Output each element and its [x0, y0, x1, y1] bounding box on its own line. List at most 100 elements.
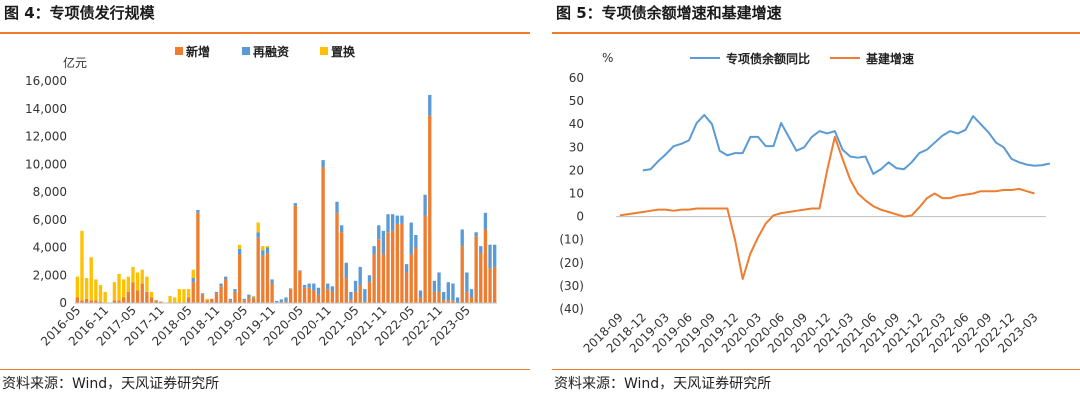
- infrastructure-growth-line: [619, 135, 1035, 280]
- bar-new: [224, 279, 228, 303]
- bar-new: [140, 283, 144, 303]
- bar-new: [349, 300, 353, 303]
- y-axis-unit: 亿元: [63, 55, 87, 70]
- bar-new: [493, 266, 497, 303]
- bar-new: [465, 291, 469, 303]
- bar-refinance: [451, 283, 455, 301]
- legend-swatch: [242, 47, 250, 55]
- bar-new: [488, 268, 492, 303]
- figure-4-panel: 图 4：专项债发行规模 0 2,000 4,000 6,000 8,000 10,000 1…: [0, 0, 530, 400]
- bar-refinance: [228, 298, 233, 301]
- bar-replacement: [135, 272, 140, 291]
- source-divider: [0, 369, 530, 370]
- bar-new: [256, 237, 260, 303]
- y-axis-unit: %: [602, 51, 613, 65]
- bar-new: [145, 291, 149, 303]
- bar-new: [395, 223, 399, 303]
- bar-refinance: [339, 225, 344, 233]
- bar-refinance: [377, 225, 381, 240]
- bar-refinance: [363, 289, 367, 302]
- bar-new: [442, 300, 446, 303]
- bar-refinance: [395, 215, 399, 224]
- legend-item: 新增: [175, 44, 210, 59]
- y-tick-label: 40: [569, 117, 584, 131]
- bar-new: [321, 167, 325, 303]
- bar-new: [335, 212, 339, 303]
- figure-5-panel: 图 5：专项债余额增速和基建增速 60 50 40 30 20 10 0 (10) (20) (3…: [552, 0, 1080, 400]
- bar-refinance: [423, 194, 427, 216]
- bar-new: [479, 253, 483, 303]
- bar-new: [344, 278, 348, 303]
- bar-new: [358, 284, 362, 303]
- bar-refinance: [381, 230, 386, 255]
- bar-new: [200, 294, 205, 303]
- bar-replacement: [75, 276, 79, 298]
- bar-refinance: [298, 270, 302, 272]
- figure-4-title: 图 4：专项债发行规模: [4, 4, 155, 22]
- y-tick-label: (20): [559, 256, 584, 270]
- bar-refinance: [242, 298, 246, 301]
- legend-item: 基建增速: [830, 51, 914, 66]
- bar-refinance: [237, 248, 242, 255]
- bar-replacement: [84, 278, 89, 299]
- bar-new: [126, 291, 130, 303]
- bar-replacement: [98, 284, 103, 302]
- bar-new: [131, 282, 135, 303]
- bar-refinance: [196, 210, 200, 213]
- bar-refinance: [428, 94, 432, 116]
- bar-new: [367, 282, 372, 303]
- bar-new: [196, 212, 200, 303]
- issuance-bar-chart: 0 2,000 4,000 6,000 8,000 10,000 12,000 14,000 1…: [25, 44, 497, 349]
- bar-refinance: [358, 266, 362, 285]
- bar-refinance: [261, 250, 265, 256]
- bar-replacement: [94, 279, 98, 301]
- bar-refinance: [455, 297, 460, 303]
- bar-replacement: [173, 297, 177, 303]
- bar-refinance: [307, 283, 311, 288]
- bar-refinance: [316, 287, 321, 295]
- y-tick-label: 0: [59, 296, 67, 310]
- bar-new: [186, 297, 191, 303]
- bar-new: [469, 297, 474, 303]
- bar-refinance: [474, 232, 478, 237]
- y-tick-label: 10: [569, 187, 584, 201]
- bar-refinance: [414, 235, 418, 248]
- bar-new: [149, 297, 154, 303]
- bar-refinance: [432, 280, 437, 292]
- bar-new: [418, 297, 423, 303]
- y-tick-label: 30: [569, 140, 584, 154]
- bar-new: [400, 223, 404, 303]
- bar-refinance: [279, 299, 284, 303]
- legend-label: 新增: [186, 44, 210, 59]
- bar-new: [228, 300, 233, 303]
- bar-new: [423, 215, 427, 303]
- bar-replacement: [126, 276, 130, 292]
- y-tick-label: 50: [569, 94, 584, 108]
- bar-refinance: [214, 291, 219, 294]
- source-note: 资料来源：Wind，天风证券研究所: [554, 376, 772, 392]
- y-tick-label: (30): [559, 279, 584, 293]
- bar-new: [219, 286, 223, 303]
- bar-refinance: [321, 160, 325, 168]
- bar-refinance: [344, 262, 348, 279]
- legend-item: 专项债余额同比: [690, 51, 810, 66]
- bar-replacement: [140, 269, 144, 284]
- bar-new: [80, 300, 84, 303]
- bar-replacement: [186, 289, 191, 298]
- growth-line-chart: 6050403020100(10)(20)(30)(40)%2018-09201…: [559, 51, 1051, 356]
- bar-replacement: [122, 279, 126, 298]
- bar-refinance: [442, 291, 446, 301]
- y-tick-label: 10,000: [25, 157, 67, 171]
- bar-refinance: [437, 272, 441, 292]
- bar-refinance: [404, 264, 409, 273]
- bar-new: [94, 300, 98, 303]
- y-tick-label: 14,000: [25, 102, 67, 116]
- bar-new: [265, 253, 270, 303]
- y-tick-label: 4,000: [33, 241, 67, 255]
- y-tick-label: 60: [569, 71, 584, 85]
- bar-refinance: [288, 288, 293, 290]
- bar-new: [288, 289, 293, 304]
- bar-refinance: [446, 282, 450, 301]
- legend-swatch: [320, 47, 328, 55]
- bar-new: [377, 239, 381, 303]
